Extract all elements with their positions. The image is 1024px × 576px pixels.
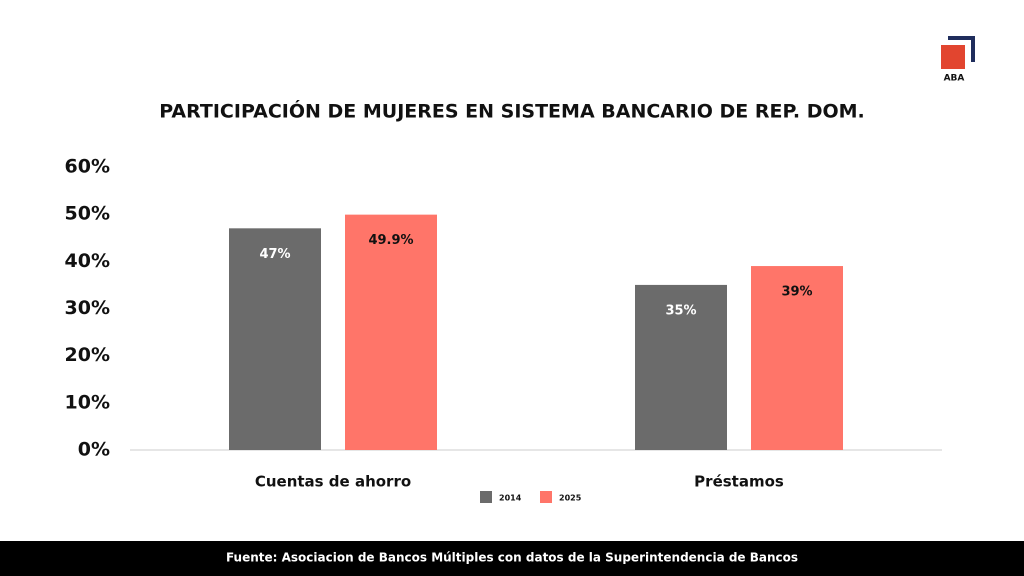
logo-square — [941, 45, 965, 69]
footer-band — [0, 541, 1024, 576]
x-tick-label: Préstamos — [694, 473, 784, 491]
data-label: 49.9% — [368, 233, 413, 248]
legend-swatch — [480, 491, 492, 503]
logo-bracket — [948, 36, 975, 62]
source-note: Fuente: Asociacion de Bancos Múltiples c… — [226, 551, 798, 565]
data-label: 35% — [665, 303, 696, 318]
chart-title: PARTICIPACIÓN DE MUJERES EN SISTEMA BANC… — [159, 99, 865, 123]
data-label: 47% — [259, 247, 290, 262]
bar — [229, 228, 321, 450]
legend-label: 2025 — [559, 494, 582, 503]
y-tick-label: 40% — [65, 250, 110, 272]
y-tick-label: 30% — [65, 297, 110, 319]
legend-label: 2014 — [499, 494, 522, 503]
y-tick-label: 50% — [65, 203, 110, 225]
data-label: 39% — [781, 285, 812, 300]
bar — [345, 214, 437, 450]
bar — [751, 266, 843, 450]
y-tick-label: 10% — [65, 391, 110, 413]
y-tick-label: 0% — [78, 439, 110, 461]
y-tick-label: 60% — [65, 156, 110, 178]
x-tick-label: Cuentas de ahorro — [255, 473, 411, 491]
legend-swatch — [540, 491, 552, 503]
y-tick-label: 20% — [65, 344, 110, 366]
logo: ABA — [941, 36, 975, 84]
logo-text: ABA — [944, 74, 965, 84]
bar — [635, 284, 727, 450]
